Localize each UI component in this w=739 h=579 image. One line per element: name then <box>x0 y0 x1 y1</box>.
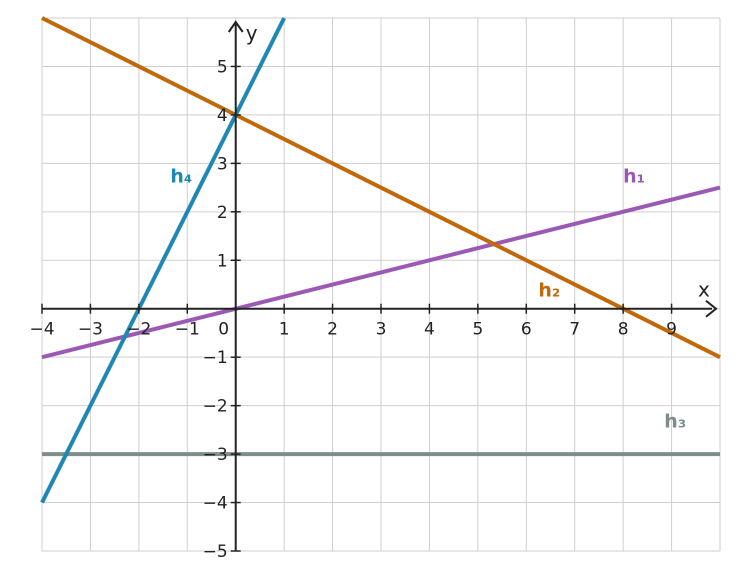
x-tick-label: −3 <box>78 320 103 340</box>
y-tick-label: 5 <box>217 57 228 77</box>
y-axis-arrow-icon <box>227 20 244 33</box>
series-label-3: h₃ <box>664 410 686 432</box>
series-line-4 <box>40 17 286 504</box>
x-tick-label: 7 <box>569 320 580 340</box>
x-tick-label: 5 <box>472 320 483 340</box>
y-tick-label: −3 <box>203 445 228 465</box>
y-tick-label: 1 <box>217 251 228 271</box>
x-tick-label: 6 <box>521 320 532 340</box>
x-tick-label: 0 <box>218 320 229 340</box>
y-tick-label: −4 <box>203 494 228 514</box>
x-axis-arrow-icon <box>705 299 718 318</box>
y-tick-label: −1 <box>203 348 228 368</box>
series-label-1: h₁ <box>623 166 645 188</box>
axes <box>42 20 718 551</box>
x-tick-label: −4 <box>29 320 54 340</box>
x-tick-label: 1 <box>279 320 290 340</box>
y-tick-label: −5 <box>203 542 228 562</box>
x-tick-label: 8 <box>618 320 629 340</box>
y-axis-label: y <box>246 21 258 45</box>
x-axis-label: x <box>698 278 710 302</box>
x-tick-label: 2 <box>327 320 338 340</box>
series-line-2 <box>41 16 721 359</box>
ticks <box>41 65 673 552</box>
series-label-2: h₂ <box>538 280 560 302</box>
series-labels: h₁ h₂ h₃ h₄ <box>170 166 686 433</box>
y-tick-label: 4 <box>217 106 228 126</box>
series-line-1 <box>41 185 721 360</box>
x-tick-label: −1 <box>175 320 200 340</box>
tick-labels: −4 −3 −2 −1 0 1 2 3 4 5 6 7 8 9 −5 −4 −3 −2 −1 1 2 3 4 5 <box>29 57 677 562</box>
y-tick-label: −2 <box>203 397 228 417</box>
x-tick-label: 3 <box>376 320 387 340</box>
x-tick-label: 4 <box>424 320 435 340</box>
y-tick-label: 2 <box>217 203 228 223</box>
grid <box>41 17 721 552</box>
series-label-4: h₄ <box>170 166 192 188</box>
x-tick-label: 9 <box>666 320 677 340</box>
y-tick-label: 3 <box>217 154 228 174</box>
x-tick-label: −2 <box>126 320 151 340</box>
series-lines <box>40 16 721 504</box>
